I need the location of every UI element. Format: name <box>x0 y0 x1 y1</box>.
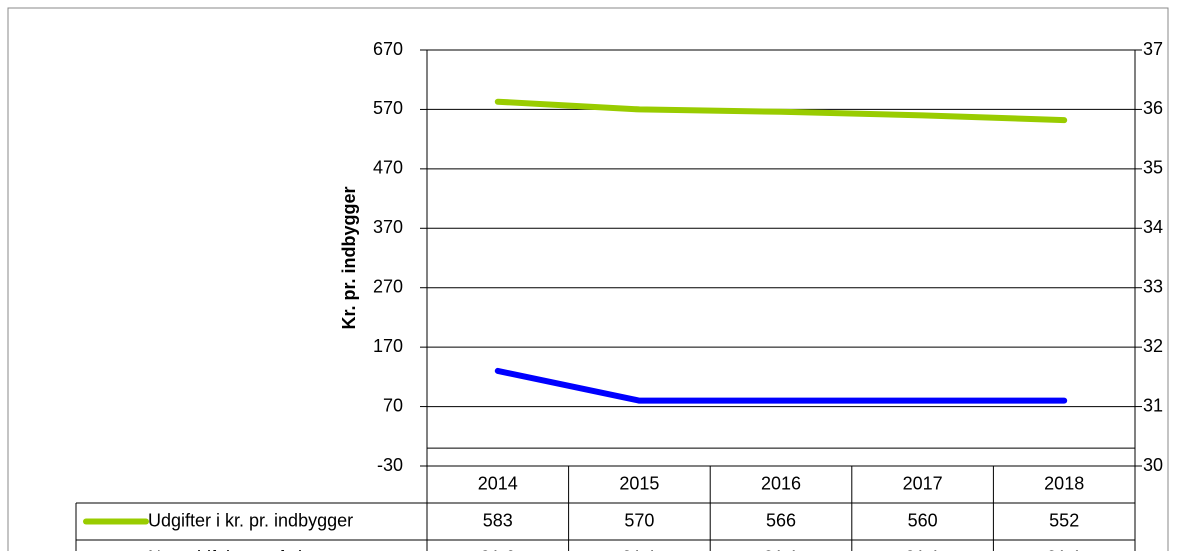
series-line <box>494 367 1068 404</box>
y-tick-label: 670 <box>373 39 403 59</box>
y2-tick-label: 30 <box>1143 455 1163 475</box>
table-value: 570 <box>624 510 654 530</box>
table-value: 31,1 <box>1047 547 1082 551</box>
y-axis-title: Kr. pr. indbygger <box>339 186 359 329</box>
x-tick-label: 2014 <box>478 473 518 493</box>
legend-label: Udgifter i kr. pr. indbygger <box>148 510 353 530</box>
y2-tick-label: 36 <box>1143 98 1163 118</box>
y-tick-label: 370 <box>373 217 403 237</box>
table-value: 560 <box>908 510 938 530</box>
y-tick-label: 570 <box>373 98 403 118</box>
table-value: 31,1 <box>905 547 940 551</box>
y-tick-label: 170 <box>373 336 403 356</box>
x-tick-label: 2015 <box>619 473 659 493</box>
x-tick-label: 2017 <box>903 473 943 493</box>
x-tick-label: 2018 <box>1044 473 1084 493</box>
y-tick-label: 470 <box>373 158 403 178</box>
y2-tick-label: 37 <box>1143 39 1163 59</box>
x-tick-label: 2016 <box>761 473 801 493</box>
y2-tick-label: 34 <box>1143 217 1163 237</box>
y2-tick-label: 32 <box>1143 336 1163 356</box>
y-tick-label: -30 <box>377 455 403 475</box>
y-tick-label: 70 <box>383 395 403 415</box>
table-value: 31,1 <box>622 547 657 551</box>
series-line <box>494 98 1068 124</box>
table-value: 552 <box>1049 510 1079 530</box>
y-tick-label: 270 <box>373 276 403 296</box>
table-value: 566 <box>766 510 796 530</box>
y2-tick-label: 31 <box>1143 395 1163 415</box>
y2-tick-label: 33 <box>1143 276 1163 296</box>
table-value: 583 <box>483 510 513 530</box>
legend-label: Nettodrift i pct. af skat m.v. <box>148 547 360 551</box>
table-value: 31,1 <box>763 547 798 551</box>
chart-frame <box>7 7 1169 551</box>
y2-tick-label: 35 <box>1143 158 1163 178</box>
table-value: 31,6 <box>480 547 515 551</box>
